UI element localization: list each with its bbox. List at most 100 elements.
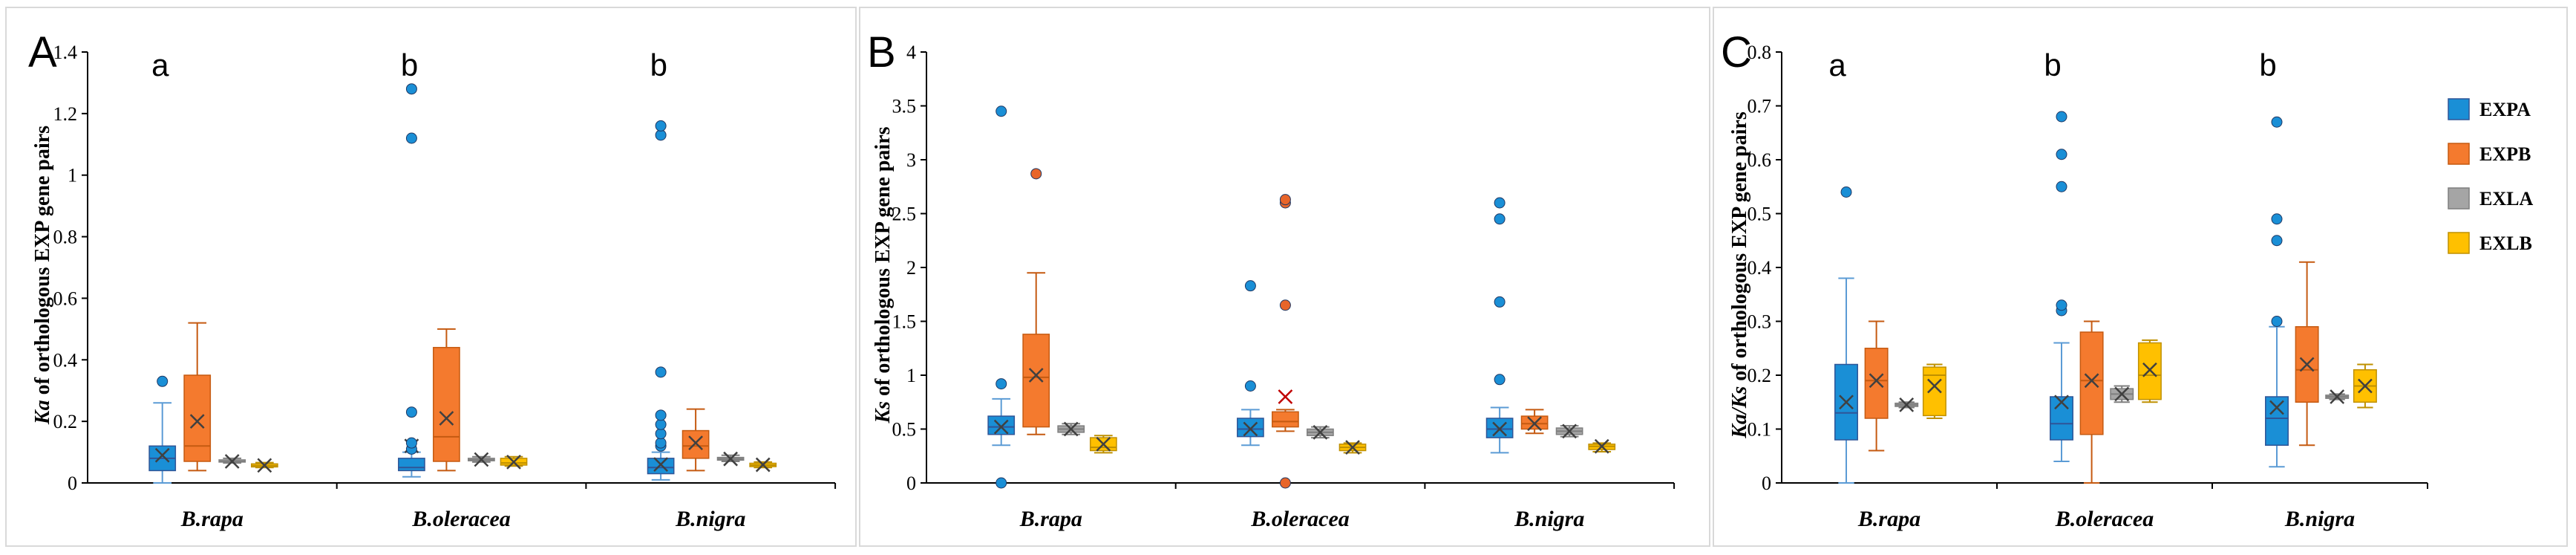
category-label: B.oleracea (2055, 507, 2154, 531)
y-tick-label: 0.1 (1748, 419, 1772, 441)
outlier-point (655, 428, 667, 440)
outlier-point (1244, 380, 1256, 392)
box-iqr (2079, 331, 2104, 435)
significance-letter: b (2259, 48, 2276, 82)
category-label: B.rapa (180, 507, 243, 531)
box-exla (468, 452, 495, 467)
outlier-point (2056, 149, 2067, 160)
box-expb (2079, 320, 2104, 484)
box-expa (1834, 186, 1858, 484)
mean-marker (2358, 378, 2373, 394)
mean-marker (1869, 373, 1884, 389)
box-exla (1555, 423, 1583, 439)
significance-letter: b (2044, 48, 2061, 82)
mean-marker (1927, 378, 1942, 394)
box-expb (681, 408, 710, 472)
box-exlb (2137, 339, 2162, 403)
outlier-point (655, 437, 667, 449)
mean-marker (1312, 424, 1328, 440)
legend-swatch-expa (2448, 98, 2470, 120)
box-expa (1237, 280, 1264, 447)
y-tick-label: 1.5 (892, 311, 917, 333)
mean-marker (653, 457, 668, 473)
panel-a-plot: 0 0.2 0.4 0.6 0.8 1 1.2 1.4 B.rapa a B.oleracea b B.… (53, 42, 837, 531)
mean-marker (1243, 421, 1258, 437)
box-exlb (1588, 438, 1616, 454)
box-exla (1895, 397, 1919, 412)
y-tick-label: 3 (906, 149, 916, 171)
y-tick-label: 0.6 (53, 288, 78, 309)
mean-marker (1527, 416, 1542, 432)
box-iqr (2050, 396, 2073, 441)
box-iqr (1922, 366, 1946, 417)
outlier-point (1494, 213, 1506, 225)
outlier-point (655, 366, 667, 378)
category-label: B.nigra (2284, 507, 2355, 531)
significance-letter: a (1828, 48, 1846, 82)
mean-marker (189, 414, 205, 429)
y-tick-label: 1 (68, 165, 77, 186)
panel-a-letter: A (28, 28, 57, 77)
mean-marker (2269, 400, 2284, 415)
outlier-point (405, 132, 417, 144)
outlier-point (2271, 116, 2283, 128)
box-iqr (647, 458, 675, 475)
legend-item-exlb: EXLB (2448, 232, 2532, 254)
box-expb (1864, 320, 1889, 452)
box-iqr (1022, 334, 1050, 428)
mean-marker (2114, 386, 2130, 402)
category-label: B.oleracea (1250, 507, 1349, 531)
category-label: B.nigra (1514, 507, 1584, 531)
mean-marker (439, 411, 454, 426)
mean-marker (154, 447, 170, 463)
legend-item-expa: EXPA (2448, 98, 2531, 120)
outlier-point (996, 106, 1007, 117)
panel-b-frame (859, 7, 1710, 547)
outlier-point (655, 409, 667, 421)
y-tick-label: 0.7 (1748, 96, 1772, 117)
y-tick-label: 0.3 (1748, 311, 1772, 333)
mean-marker (506, 454, 521, 470)
significance-letter: b (650, 48, 667, 82)
panel-a-frame (5, 7, 857, 547)
box-exla (2325, 389, 2350, 404)
y-tick-label: 0 (1762, 473, 1771, 494)
mean-marker (474, 452, 489, 467)
outlier-point (1279, 194, 1291, 206)
panel-b-ylabel: Ks of orthologous EXP gene pairs (872, 126, 895, 423)
category-label: B.nigra (675, 507, 745, 531)
box-exlb (500, 454, 528, 470)
y-tick-label: 0.8 (53, 227, 78, 248)
outlier-point (1030, 168, 1042, 180)
panel-c-ylabel: Ka/Ks of orthologous EXP gene pairs (1728, 111, 1751, 439)
legend: EXPA EXPB EXLA EXLB (2448, 98, 2533, 254)
box-exlb (2353, 363, 2377, 409)
category-label: B.rapa (1019, 507, 1082, 531)
box-expa (2050, 111, 2073, 462)
panel-b-letter: B (867, 28, 896, 77)
box-exlb (1922, 363, 1946, 419)
outlier-point (2056, 299, 2067, 311)
y-tick-label: 4 (906, 42, 916, 63)
box-expa (1485, 197, 1514, 454)
mean-marker (2142, 362, 2157, 377)
box-exla (1307, 424, 1334, 440)
box-expb (2295, 261, 2319, 447)
box-exla (716, 451, 745, 467)
outlier-point (655, 120, 667, 132)
outlier-point (996, 477, 1007, 489)
outlier-point (1494, 296, 1506, 308)
mean-marker (2054, 395, 2069, 410)
outlier-point (405, 437, 417, 449)
legend-item-exla: EXLA (2448, 187, 2533, 210)
outlier-point (1279, 477, 1291, 489)
mean-marker (755, 457, 771, 473)
mean-marker (1562, 423, 1577, 439)
mean-marker (1594, 438, 1609, 454)
box-expa (647, 120, 675, 481)
panel-c-letter: C (1721, 28, 1752, 77)
y-tick-label: 3.5 (892, 96, 917, 117)
y-tick-label: 0.5 (892, 419, 917, 441)
mean-marker (1492, 421, 1507, 437)
